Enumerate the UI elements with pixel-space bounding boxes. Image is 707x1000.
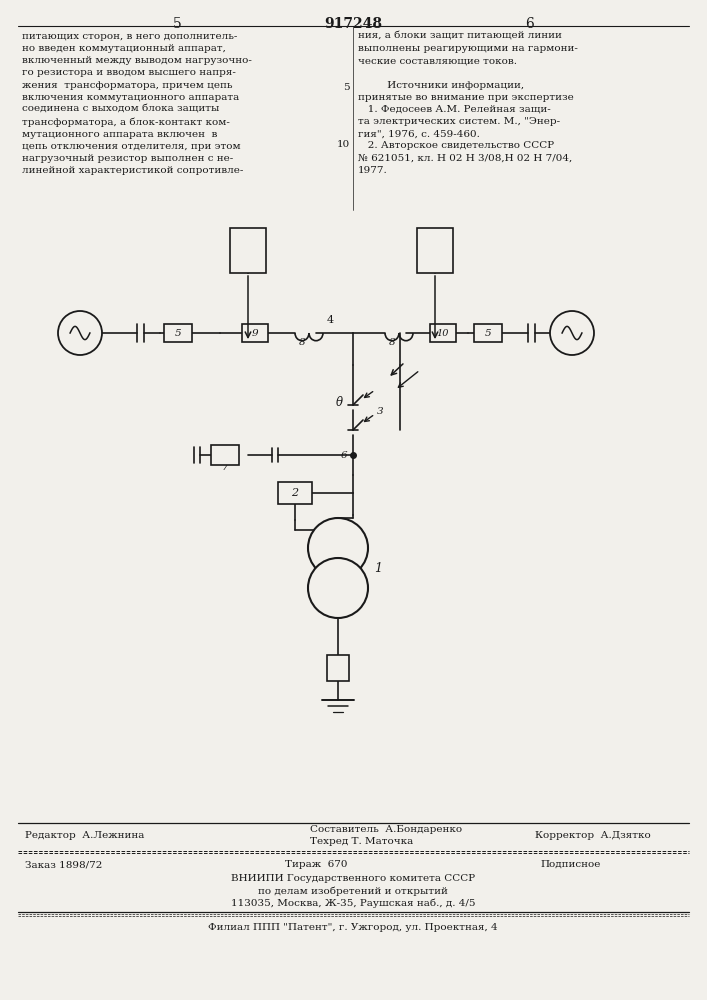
Text: Подписное: Подписное [540, 860, 600, 869]
Text: θ: θ [335, 395, 343, 408]
Bar [278, 482, 312, 504]
Text: Техред Т. Маточка: Техред Т. Маточка [310, 837, 414, 846]
Text: Тираж  670: Тираж 670 [285, 860, 348, 869]
Text: Филиал ППП "Патент", г. Ужгород, ул. Проектная, 4: Филиал ППП "Патент", г. Ужгород, ул. Про… [208, 923, 498, 932]
Circle shape [308, 558, 368, 618]
Text: ния, а блоки защит питающей линии
выполнены реагирующими на гармони-
ческие сост: ния, а блоки защит питающей линии выполн… [358, 32, 578, 175]
Text: 7: 7 [222, 463, 228, 472]
Text: 6: 6 [525, 17, 534, 31]
Text: 5: 5 [173, 17, 182, 31]
Bar [417, 228, 453, 273]
Text: 5: 5 [485, 328, 491, 338]
Text: 5: 5 [344, 83, 350, 92]
Text: 10: 10 [337, 140, 350, 149]
Text: 1: 1 [374, 562, 382, 574]
Text: 10: 10 [437, 328, 449, 338]
Text: Составитель  А.Бондаренко: Составитель А.Бондаренко [310, 825, 462, 834]
Text: Корректор  А.Дзятко: Корректор А.Дзятко [535, 831, 650, 840]
Circle shape [58, 311, 102, 355]
Bar [327, 655, 349, 681]
Circle shape [308, 518, 368, 578]
Text: по делам изобретений и открытий: по делам изобретений и открытий [258, 886, 448, 896]
Text: 5: 5 [175, 328, 181, 338]
Bar [164, 324, 192, 342]
Circle shape [550, 311, 594, 355]
Bar [242, 324, 268, 342]
Text: 917248: 917248 [324, 17, 382, 31]
Text: 8: 8 [298, 338, 305, 347]
Text: 2: 2 [291, 488, 298, 498]
Bar [474, 324, 502, 342]
Bar [230, 228, 266, 273]
Text: 6: 6 [340, 452, 347, 460]
Text: Редактор  А.Лежнина: Редактор А.Лежнина [25, 831, 144, 840]
Text: питающих сторон, в него дополнитель-
но введен коммутационный аппарат,
включенны: питающих сторон, в него дополнитель- но … [22, 32, 252, 175]
Text: 9: 9 [252, 328, 258, 338]
Text: ВНИИПИ Государственного комитета СССР: ВНИИПИ Государственного комитета СССР [231, 874, 475, 883]
Text: Заказ 1898/72: Заказ 1898/72 [25, 860, 103, 869]
Text: 3: 3 [377, 408, 384, 416]
Text: 113035, Москва, Ж-35, Раушская наб., д. 4/5: 113035, Москва, Ж-35, Раушская наб., д. … [230, 898, 475, 908]
Bar [211, 445, 239, 465]
Text: 8: 8 [389, 338, 395, 347]
Text: 4: 4 [327, 315, 334, 325]
Bar [430, 324, 456, 342]
